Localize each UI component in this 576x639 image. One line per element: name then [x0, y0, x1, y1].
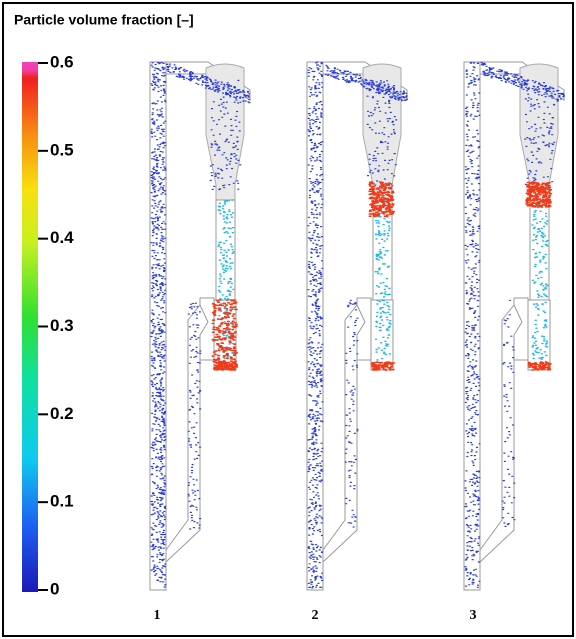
particles-low — [464, 61, 565, 588]
tick-label: 0.4 — [50, 228, 74, 247]
tick-label: 0 — [50, 579, 59, 598]
particles-low — [307, 61, 408, 589]
tick-label: 0.2 — [50, 404, 74, 423]
particles — [150, 61, 565, 589]
colorbar — [22, 62, 38, 592]
particles-mid — [374, 199, 392, 361]
particles-mid — [217, 199, 235, 360]
panel-label: 3 — [470, 608, 477, 623]
colorbar-title: Particle volume fraction [–] — [14, 12, 194, 28]
tick-label: 0.6 — [50, 52, 74, 71]
particles-high — [211, 299, 239, 371]
particles-high — [525, 181, 553, 371]
particles-low — [150, 62, 251, 588]
panel-label: 1 — [154, 608, 161, 623]
tick-label: 0.1 — [50, 492, 74, 511]
panel-label: 2 — [312, 608, 319, 623]
particles-high — [368, 181, 396, 371]
tick-label: 0.5 — [50, 140, 74, 159]
tick-label: 0.3 — [50, 316, 74, 335]
particles-mid — [531, 199, 549, 360]
